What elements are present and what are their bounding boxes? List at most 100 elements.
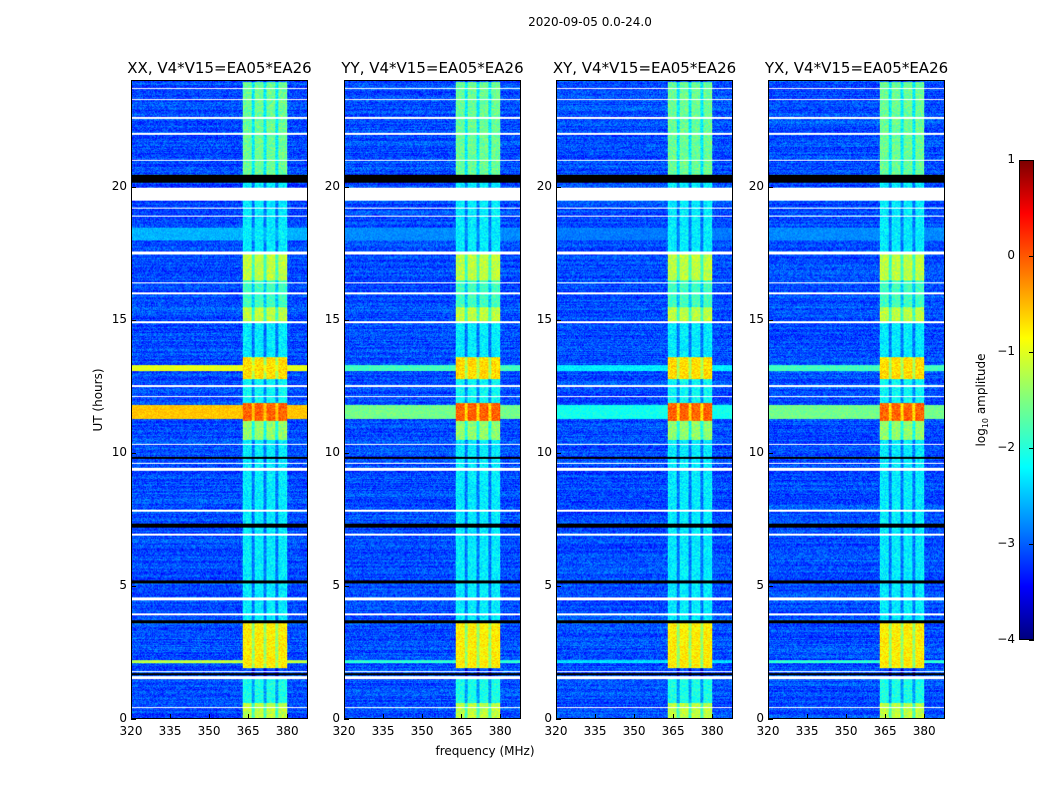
y-tick-mark [556, 186, 561, 188]
x-tick-mark [344, 714, 345, 719]
x-tick-mark [768, 714, 769, 719]
x-tick-label: 335 [795, 724, 819, 738]
x-tick-label: 350 [410, 724, 434, 738]
y-tick-label: 10 [748, 444, 764, 459]
y-tick-mark [131, 585, 136, 587]
panel-title: YY, V4*V15=EA05*EA26 [341, 59, 524, 77]
x-tick-label: 335 [583, 724, 607, 738]
x-tick-mark [170, 714, 172, 719]
y-tick-mark [768, 452, 773, 454]
y-tick-label: 20 [748, 178, 764, 193]
panel-title: YX, V4*V15=EA05*EA26 [764, 59, 949, 77]
spectrogram-panel [344, 80, 521, 719]
x-tick-label: 365 [873, 724, 897, 738]
y-tick-mark [131, 452, 136, 454]
spectrogram-panel [768, 80, 945, 719]
y-tick-mark [556, 719, 561, 720]
colorbar-label: log10 amplitude [973, 353, 991, 447]
figure-title: 2020-09-05 0.0-24.0 [528, 15, 652, 29]
x-tick-label: 350 [834, 724, 858, 738]
y-tick-mark [344, 585, 349, 587]
x-tick-label: 350 [622, 724, 646, 738]
y-tick-mark [344, 719, 349, 720]
x-tick-label: 365 [236, 724, 260, 738]
x-tick-mark [885, 714, 887, 719]
y-tick-label: 0 [119, 711, 127, 725]
y-tick-mark [768, 719, 773, 720]
y-tick-label: 5 [119, 577, 127, 592]
x-tick-mark [422, 714, 424, 719]
spectrogram-image [769, 81, 944, 718]
y-tick-label: 5 [544, 577, 552, 592]
x-tick-label: 320 [332, 724, 356, 738]
y-tick-mark [556, 585, 561, 587]
y-tick-mark [344, 319, 349, 321]
colorbar-tick-mark [1029, 640, 1034, 641]
colorbar-tick-mark [1029, 448, 1034, 449]
y-tick-label: 5 [756, 577, 764, 592]
panel-title: XY, V4*V15=EA05*EA26 [552, 59, 737, 77]
x-tick-label: 320 [119, 724, 143, 738]
panel-title: XX, V4*V15=EA05*EA26 [127, 59, 312, 77]
x-tick-mark [209, 714, 211, 719]
x-tick-label: 335 [158, 724, 182, 738]
y-tick-label: 10 [324, 444, 340, 459]
x-tick-label: 380 [488, 724, 512, 738]
spectrogram-panel [131, 80, 308, 719]
x-axis-label: frequency (MHz) [435, 744, 535, 758]
y-tick-label: 0 [756, 711, 764, 725]
colorbar-tick-mark [1029, 544, 1034, 545]
y-tick-label: 15 [536, 311, 552, 326]
colorbar-tick-label: −1 [997, 344, 1015, 358]
x-tick-mark [461, 714, 463, 719]
colorbar [1019, 160, 1034, 640]
colorbar-tick-label: −3 [997, 536, 1015, 550]
x-tick-label: 365 [449, 724, 473, 738]
x-tick-mark [500, 714, 502, 719]
x-tick-label: 380 [912, 724, 936, 738]
x-tick-mark [634, 714, 636, 719]
y-tick-mark [556, 319, 561, 321]
colorbar-tick-mark [1029, 256, 1034, 257]
x-tick-mark [383, 714, 385, 719]
x-tick-label: 380 [275, 724, 299, 738]
x-tick-label: 380 [700, 724, 724, 738]
y-tick-label: 15 [748, 311, 764, 326]
spectrogram-panel [556, 80, 733, 719]
x-tick-mark [712, 714, 714, 719]
y-tick-label: 20 [111, 178, 127, 193]
x-tick-label: 335 [371, 724, 395, 738]
x-tick-label: 320 [756, 724, 780, 738]
colorbar-tick-mark [1029, 160, 1034, 161]
y-tick-mark [768, 186, 773, 188]
y-tick-mark [768, 319, 773, 321]
y-tick-label: 10 [111, 444, 127, 459]
x-tick-mark [556, 714, 557, 719]
x-tick-mark [807, 714, 809, 719]
x-tick-label: 365 [661, 724, 685, 738]
y-tick-mark [344, 452, 349, 454]
y-tick-mark [131, 319, 136, 321]
x-tick-mark [287, 714, 289, 719]
y-tick-label: 15 [111, 311, 127, 326]
x-tick-label: 320 [544, 724, 568, 738]
y-tick-label: 0 [544, 711, 552, 725]
colorbar-tick-label: −2 [997, 440, 1015, 454]
colorbar-tick-label: 1 [1007, 152, 1015, 166]
y-tick-label: 20 [324, 178, 340, 193]
spectrogram-image [345, 81, 520, 718]
spectrogram-image [557, 81, 732, 718]
y-tick-mark [131, 186, 136, 188]
y-tick-label: 15 [324, 311, 340, 326]
y-tick-label: 0 [332, 711, 340, 725]
y-tick-mark [556, 452, 561, 454]
y-tick-mark [344, 186, 349, 188]
y-tick-mark [131, 719, 136, 720]
x-tick-label: 350 [197, 724, 221, 738]
x-tick-mark [673, 714, 675, 719]
x-tick-mark [846, 714, 848, 719]
x-tick-mark [924, 714, 926, 719]
x-tick-mark [248, 714, 250, 719]
y-tick-label: 20 [536, 178, 552, 193]
